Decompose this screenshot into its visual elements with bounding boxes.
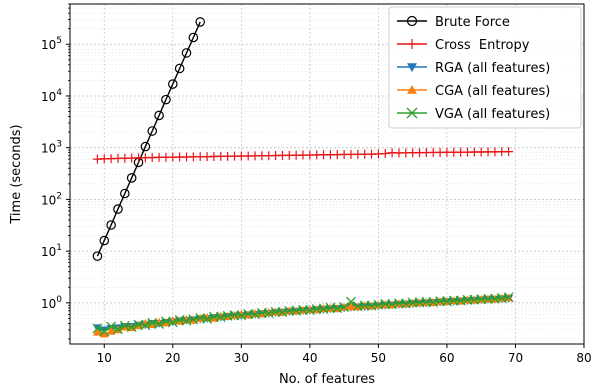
y-tick-label: 101 — [41, 243, 62, 259]
data-point-cga-all-features — [305, 305, 315, 313]
legend-marker-rga-all-features — [407, 63, 417, 72]
data-point-brute-force — [161, 94, 171, 105]
data-point-cross-entropy — [504, 147, 514, 157]
data-point-vga-all-features — [154, 319, 165, 329]
legend-item-cross-entropy: Cross Entropy — [397, 38, 530, 53]
data-point-brute-force — [147, 126, 158, 136]
data-point-vga-all-features — [503, 292, 514, 303]
x-tick-label: 60 — [439, 351, 454, 365]
data-point-vga-all-features — [92, 323, 103, 334]
legend-label-rga-all-features: RGA (all features) — [435, 61, 550, 76]
data-point-vga-all-features — [140, 320, 151, 331]
legend: Brute Force Cross Entropy RGA (all feature… — [388, 6, 582, 129]
legend-label-cross-entropy: Cross Entropy — [435, 38, 530, 53]
legend-item-vga-all-features: VGA (all features) — [397, 107, 550, 122]
legend-box — [388, 6, 582, 129]
data-point-brute-force — [168, 79, 178, 89]
data-point-vga-all-features — [346, 296, 356, 307]
data-point-vga-all-features — [113, 324, 123, 335]
data-point-brute-force — [154, 110, 164, 121]
data-point-cga-all-features — [250, 309, 260, 317]
legend-label-cga-all-features: CGA (all features) — [435, 84, 550, 99]
legend-item-cga-all-features: CGA (all features) — [397, 84, 550, 99]
x-tick-label: 50 — [371, 351, 386, 365]
data-point-brute-force — [188, 32, 199, 43]
data-point-cga-all-features — [182, 315, 192, 324]
data-point-brute-force — [92, 251, 103, 261]
data-point-brute-force — [174, 63, 185, 74]
data-point-brute-force — [99, 235, 110, 246]
x-tick-label: 70 — [508, 351, 523, 365]
data-point-cga-all-features — [216, 311, 226, 320]
data-point-vga-all-features — [126, 322, 137, 333]
legend-marker-cross-entropy — [407, 39, 417, 49]
data-point-vga-all-features — [167, 317, 178, 328]
plot-frame — [69, 3, 585, 345]
data-point-vga-all-features — [202, 313, 213, 324]
legend-marker-cga-all-features — [407, 85, 417, 94]
x-tick-label: 40 — [302, 351, 317, 365]
series-layer — [92, 17, 514, 338]
data-point-cga-all-features — [92, 327, 102, 336]
legend-item-brute-force: Brute Force — [397, 15, 510, 30]
series-line-brute-force — [96, 21, 201, 257]
data-point-cga-all-features — [264, 308, 274, 316]
y-tick-label: 104 — [41, 88, 62, 104]
series-vga-all-features — [92, 292, 514, 337]
axes-ticks: 10 20 30 40 50 60 70 80 100 101 102 103 104 105 — [41, 3, 592, 365]
series-brute-force — [92, 17, 206, 261]
y-tick-label: 103 — [41, 140, 62, 156]
data-point-cga-all-features — [99, 329, 109, 338]
legend-label-vga-all-features: VGA (all features) — [435, 107, 550, 122]
x-tick-label: 80 — [576, 351, 591, 365]
legend-item-rga-all-features: RGA (all features) — [397, 61, 550, 76]
x-tick-label: 10 — [97, 351, 112, 365]
data-point-brute-force — [181, 48, 192, 58]
data-point-brute-force — [106, 220, 116, 230]
x-axis-label: No. of features — [279, 372, 375, 387]
data-point-cga-all-features — [346, 302, 356, 311]
y-axis-label: Time (seconds) — [9, 124, 24, 224]
data-point-brute-force — [113, 204, 123, 214]
y-tick-label: 100 — [41, 295, 62, 311]
data-point-brute-force — [126, 173, 137, 183]
data-point-brute-force — [120, 188, 130, 199]
data-point-vga-all-features — [339, 302, 350, 312]
y-tick-label: 105 — [41, 36, 62, 52]
data-point-vga-all-features — [106, 321, 117, 332]
data-point-vga-all-features — [99, 326, 110, 337]
data-point-brute-force — [195, 17, 206, 27]
legend-label-brute-force: Brute Force — [435, 15, 510, 30]
data-point-brute-force — [140, 141, 151, 152]
series-cross-entropy — [92, 147, 514, 164]
data-point-cross-entropy — [380, 149, 390, 159]
x-tick-label: 30 — [234, 351, 249, 365]
legend-marker-vga-all-features — [406, 107, 418, 119]
x-tick-label: 20 — [165, 351, 180, 365]
legend-marker-brute-force — [406, 15, 418, 27]
y-tick-label: 102 — [41, 191, 62, 207]
